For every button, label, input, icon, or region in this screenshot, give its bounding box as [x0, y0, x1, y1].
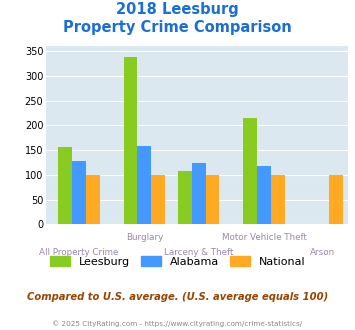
Text: Property Crime Comparison: Property Crime Comparison: [63, 20, 292, 35]
Bar: [271, 175, 285, 224]
Bar: [257, 166, 271, 224]
Text: Burglary: Burglary: [126, 233, 163, 242]
Bar: [58, 147, 72, 224]
Text: © 2025 CityRating.com - https://www.cityrating.com/crime-statistics/: © 2025 CityRating.com - https://www.city…: [53, 321, 302, 327]
Legend: Leesburg, Alabama, National: Leesburg, Alabama, National: [50, 256, 305, 267]
Bar: [178, 172, 192, 224]
Text: Larceny & Theft: Larceny & Theft: [164, 248, 233, 256]
Text: Motor Vehicle Theft: Motor Vehicle Theft: [222, 233, 307, 242]
Bar: [329, 175, 343, 224]
Bar: [124, 57, 137, 224]
Bar: [206, 175, 219, 224]
Bar: [72, 160, 86, 224]
Text: Compared to U.S. average. (U.S. average equals 100): Compared to U.S. average. (U.S. average …: [27, 292, 328, 302]
Bar: [192, 162, 206, 224]
Bar: [137, 146, 151, 224]
Bar: [244, 118, 257, 224]
Text: Arson: Arson: [310, 248, 335, 256]
Bar: [151, 175, 165, 224]
Text: All Property Crime: All Property Crime: [39, 248, 118, 256]
Bar: [86, 175, 99, 224]
Text: 2018 Leesburg: 2018 Leesburg: [116, 2, 239, 16]
